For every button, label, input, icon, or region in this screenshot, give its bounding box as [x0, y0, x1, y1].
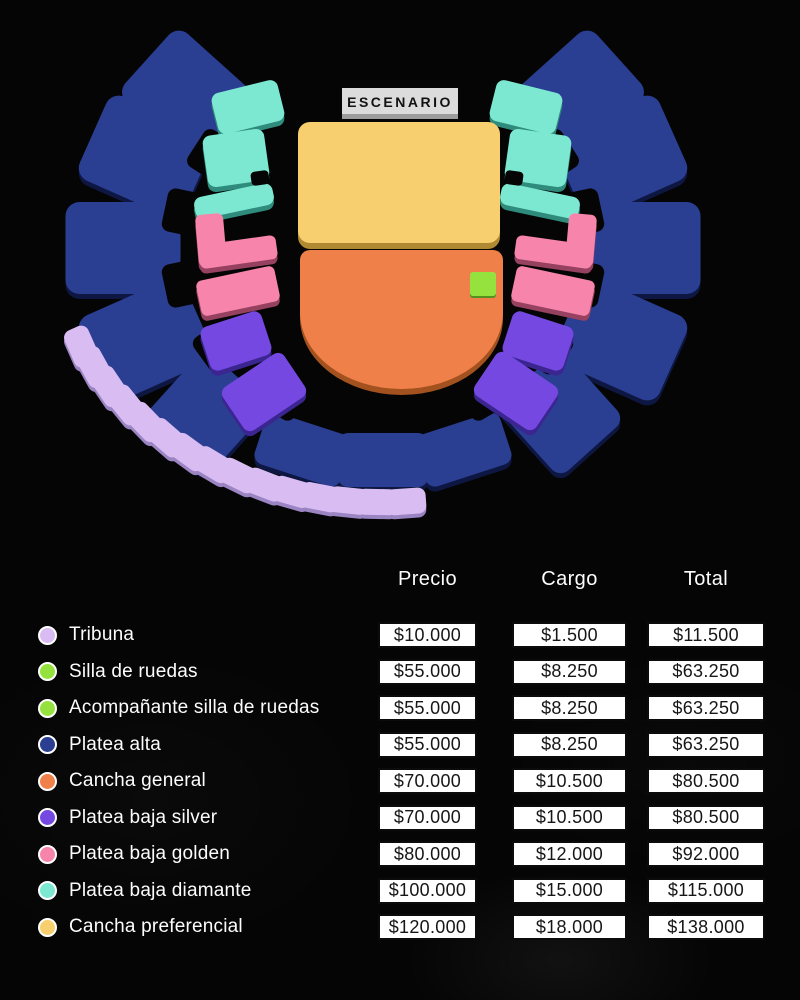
sections-platea-baja-golden[interactable] — [195, 213, 597, 317]
precio-value: $120.000 — [378, 914, 477, 940]
cargo-value: $8.250 — [512, 695, 627, 721]
precio-value: $70.000 — [378, 804, 477, 831]
legend-item: Platea alta — [38, 727, 161, 764]
precio-value: $100.000 — [378, 877, 477, 904]
section-cancha-preferencial[interactable] — [298, 122, 500, 243]
legend-item: Platea baja diamante — [38, 873, 252, 910]
section-silla-de-ruedas[interactable] — [470, 272, 496, 296]
legend-dot-cancha-preferencial — [38, 917, 57, 937]
legend-item: Platea baja silver — [38, 800, 217, 837]
table-row-platea-alta: Platea alta $55.000 $8.250 $63.250 — [0, 727, 800, 764]
legend-label: Silla de ruedas — [69, 660, 198, 682]
legend-dot-silla-de-ruedas — [38, 662, 57, 682]
legend-label: Cancha general — [69, 770, 206, 792]
table-row-cancha-general: Cancha general $70.000 $10.500 $80.500 — [0, 763, 800, 800]
sections-platea-baja-diamante[interactable] — [193, 78, 582, 220]
column-header-total: Total — [683, 568, 729, 590]
cargo-value: $10.500 — [512, 804, 627, 831]
total-value: $92.000 — [647, 841, 765, 867]
total-value: $115.000 — [647, 877, 765, 904]
legend-dot-tribuna — [38, 625, 57, 645]
legend-label: Tribuna — [69, 624, 135, 646]
legend-dot-platea-baja-golden — [38, 844, 57, 864]
legend-dot-cancha-general — [38, 771, 57, 791]
total-value: $11.500 — [647, 622, 765, 648]
precio-value: $70.000 — [378, 768, 477, 794]
precio-value: $55.000 — [378, 658, 477, 685]
total-value: $63.250 — [647, 695, 765, 721]
legend-dot-platea-baja-diamante — [38, 881, 57, 901]
column-header-precio: Precio — [397, 568, 458, 590]
total-value: $63.250 — [647, 658, 765, 685]
table-row-platea-baja-silver: Platea baja silver $70.000 $10.500 $80.5… — [0, 800, 800, 837]
legend-label: Platea baja silver — [69, 806, 218, 828]
stage-sign: ESCENARIO — [342, 88, 458, 119]
legend-label: Platea baja golden — [69, 843, 231, 865]
cargo-value: $8.250 — [512, 658, 627, 685]
legend-item: Platea baja golden — [38, 836, 230, 873]
legend-item: Acompañante silla de ruedas — [38, 690, 319, 727]
total-value: $63.250 — [647, 731, 765, 758]
legend-dot-platea-alta — [38, 735, 57, 755]
cargo-value: $15.000 — [512, 877, 627, 904]
legend-item: Tribuna — [38, 617, 134, 654]
sections-tribuna[interactable] — [61, 323, 427, 516]
legend-label: Platea alta — [69, 733, 161, 755]
precio-value: $55.000 — [378, 731, 477, 758]
precio-value: $80.000 — [378, 841, 477, 867]
total-value: $138.000 — [647, 914, 765, 940]
total-value: $80.500 — [647, 804, 765, 831]
cargo-value: $18.000 — [512, 914, 627, 940]
legend-label: Platea baja diamante — [69, 879, 252, 901]
legend-item: Cancha general — [38, 763, 206, 800]
precio-value: $10.000 — [378, 622, 477, 648]
table-row-silla-de-ruedas: Silla de ruedas $55.000 $8.250 $63.250 — [0, 654, 800, 691]
stage-sign-edge — [342, 114, 458, 119]
total-value: $80.500 — [647, 768, 765, 794]
legend-item: Silla de ruedas — [38, 654, 198, 691]
table-row-acompanante: Acompañante silla de ruedas $55.000 $8.2… — [0, 690, 800, 727]
legend-dot-acompanante — [38, 698, 57, 718]
cargo-value: $12.000 — [512, 841, 627, 867]
table-row-cancha-preferencial: Cancha preferencial $120.000 $18.000 $13… — [0, 909, 800, 946]
cargo-value: $10.500 — [512, 768, 627, 794]
legend-label: Acompañante silla de ruedas — [69, 697, 320, 719]
legend-label: Cancha preferencial — [69, 916, 243, 938]
venue-seat-map: ESCENARIO — [61, 30, 701, 516]
stage-label: ESCENARIO — [347, 94, 453, 110]
precio-value: $55.000 — [378, 695, 477, 721]
sections-platea-baja-silver[interactable] — [198, 309, 575, 434]
pricing-rows: Tribuna $10.000 $1.500 $11.500 Silla de … — [0, 617, 800, 946]
cargo-value: $8.250 — [512, 731, 627, 758]
stage-sign-plate — [342, 88, 458, 114]
column-header-cargo: Cargo — [541, 568, 598, 590]
diamante-gaps — [250, 170, 524, 186]
cargo-value: $1.500 — [512, 622, 627, 648]
legend-dot-platea-baja-silver — [38, 808, 57, 828]
table-row-platea-baja-diamante: Platea baja diamante $100.000 $15.000 $1… — [0, 873, 800, 910]
legend-item: Cancha preferencial — [38, 909, 243, 946]
section-cancha-general[interactable] — [300, 250, 503, 389]
table-row-platea-baja-golden: Platea baja golden $80.000 $12.000 $92.0… — [0, 836, 800, 873]
pricing-table: Precio Cargo Total Tribuna $10.000 $1.50… — [0, 560, 800, 1000]
table-row-tribuna: Tribuna $10.000 $1.500 $11.500 — [0, 617, 800, 654]
